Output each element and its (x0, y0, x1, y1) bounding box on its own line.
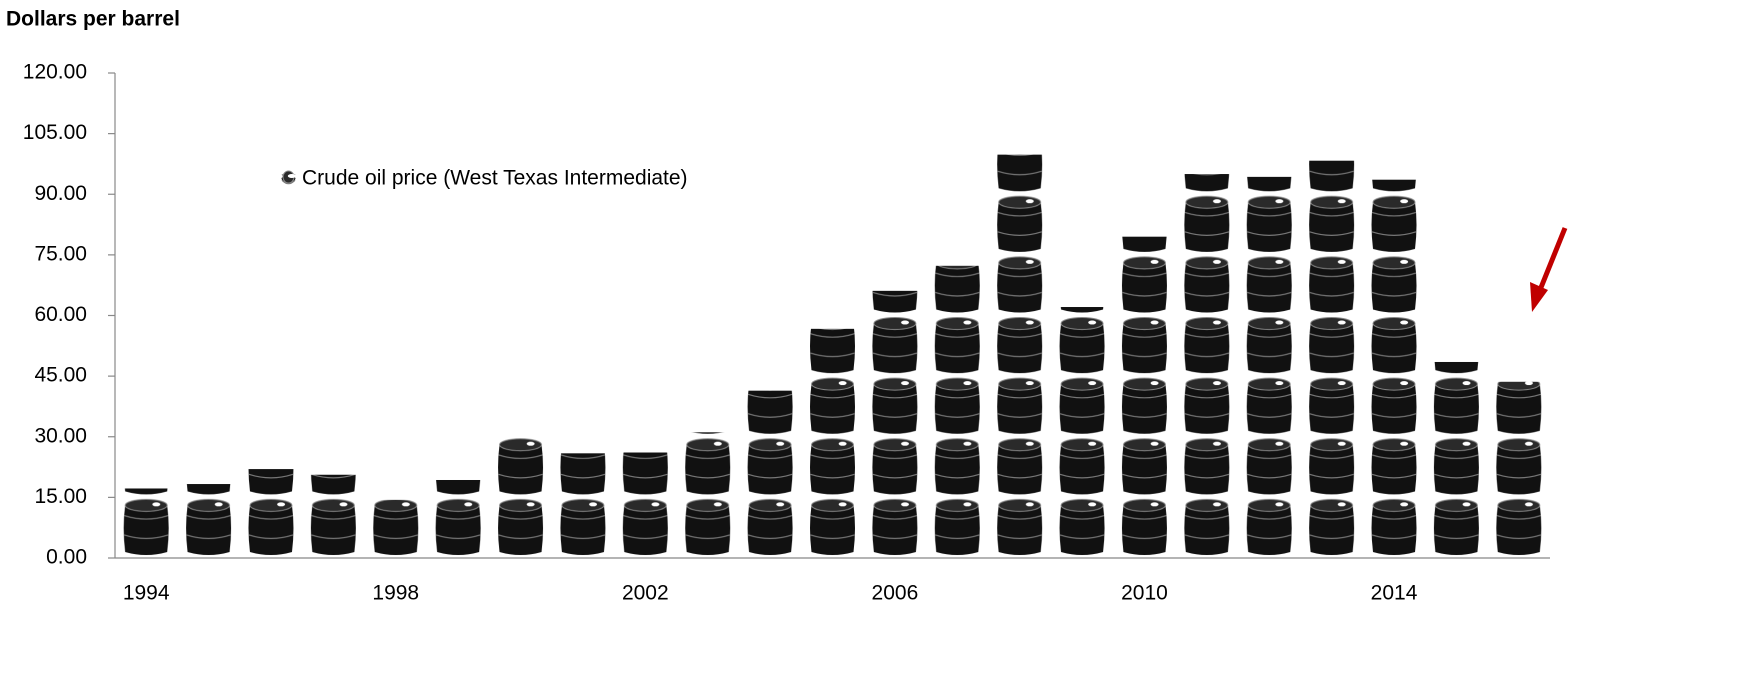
bar (247, 469, 294, 558)
highlight-arrow (1530, 227, 1568, 312)
bar (1246, 176, 1293, 558)
legend-label: Crude oil price (West Texas Intermediate… (302, 167, 688, 190)
y-tick-label: 0.00 (46, 546, 87, 569)
bar (497, 436, 544, 558)
x-tick-label: 2006 (872, 582, 919, 605)
x-tick-label: 1998 (372, 582, 419, 605)
legend-icon (281, 170, 296, 185)
bar (1433, 361, 1480, 558)
y-tick-label: 75.00 (34, 242, 87, 265)
bar (372, 499, 419, 558)
bar (1371, 179, 1418, 558)
x-tick-label: 2014 (1371, 582, 1418, 605)
y-tick-label: 120.00 (23, 61, 87, 84)
bar (559, 453, 606, 558)
bar (996, 154, 1043, 558)
bar (185, 484, 232, 558)
x-tick-label: 1994 (123, 582, 170, 605)
x-tick-label: 2010 (1121, 582, 1168, 605)
bar (1121, 236, 1168, 558)
bar (747, 390, 794, 558)
x-tick-label: 2002 (622, 582, 669, 605)
y-tick-label: 30.00 (34, 424, 87, 447)
bar (1183, 174, 1230, 558)
y-tick-label: 60.00 (34, 303, 87, 326)
bar (123, 488, 170, 558)
legend: Crude oil price (West Texas Intermediate… (281, 167, 688, 190)
y-tick-label: 15.00 (34, 485, 87, 508)
bar (622, 452, 669, 558)
bar (310, 474, 357, 558)
y-tick-label: 105.00 (23, 121, 87, 144)
bar (684, 432, 731, 558)
bar (934, 265, 981, 558)
bar (1059, 307, 1106, 558)
y-tick-label: 45.00 (34, 364, 87, 387)
bar (1308, 160, 1355, 558)
bar (435, 479, 482, 558)
bar (1495, 381, 1542, 558)
y-axis-title: Dollars per barrel (6, 8, 180, 31)
bar (871, 290, 918, 558)
y-tick-label: 90.00 (34, 182, 87, 205)
bar (809, 328, 856, 558)
